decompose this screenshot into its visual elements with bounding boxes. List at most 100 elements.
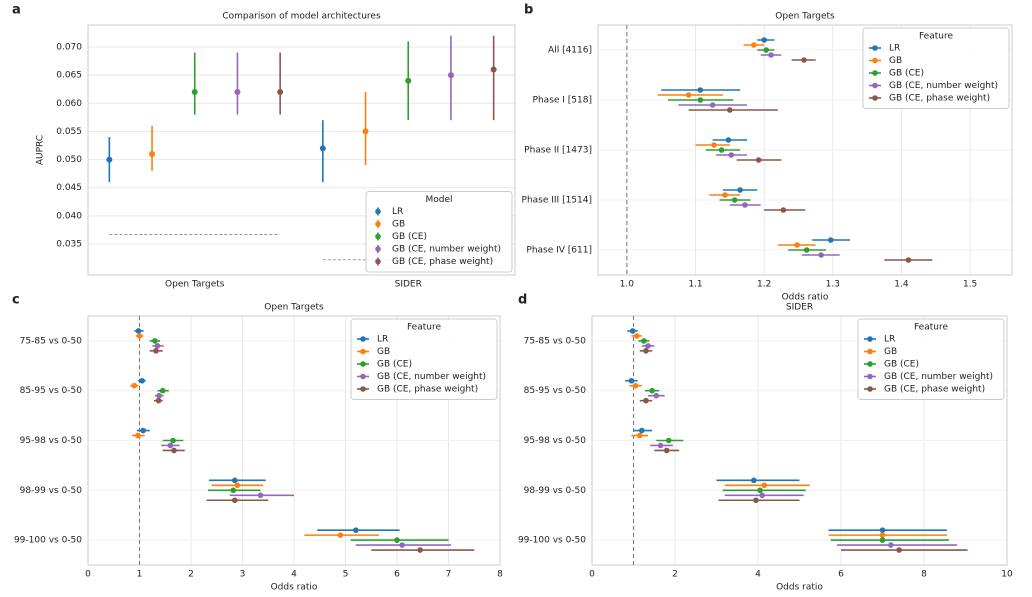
point xyxy=(697,87,704,93)
point xyxy=(634,333,640,339)
legend-title: Feature xyxy=(407,323,441,333)
point xyxy=(234,482,241,489)
x-tick-label: 1.3 xyxy=(826,280,840,290)
x-axis-label: Odds ratio xyxy=(271,583,318,593)
point xyxy=(399,542,405,548)
y-tick-label: 85-95 vs 0-50 xyxy=(524,386,587,396)
legend-label: LR xyxy=(392,207,403,217)
panel-letter: d xyxy=(518,293,527,308)
y-tick-label: 95-98 vs 0-50 xyxy=(524,436,587,446)
y-tick-label: All [4116] xyxy=(548,46,592,56)
point xyxy=(879,532,886,538)
legend-marker xyxy=(867,361,873,367)
point xyxy=(159,387,166,394)
point xyxy=(170,437,176,444)
panel-letter: b xyxy=(524,3,533,18)
legend-marker xyxy=(872,70,878,76)
legend-marker xyxy=(872,57,878,64)
y-tick-label: 0.040 xyxy=(56,211,82,221)
legend-box xyxy=(862,27,1010,109)
point xyxy=(768,52,774,58)
point xyxy=(728,152,734,158)
legend-label: GB xyxy=(884,347,897,357)
y-tick-label: 0.050 xyxy=(56,155,82,165)
point xyxy=(685,92,692,98)
legend: Feature LR GB GB (CE) GB (CE, number weight)… xyxy=(857,318,1005,400)
legend-label: GB (CE) xyxy=(377,360,412,370)
point xyxy=(643,397,649,404)
legend-label: GB xyxy=(392,220,405,230)
point xyxy=(277,89,284,96)
legend-label: GB (CE, number weight) xyxy=(377,372,486,382)
y-tick-label: Phase I [518] xyxy=(533,96,592,106)
x-tick-label: 1.0 xyxy=(620,280,635,290)
point xyxy=(888,542,894,548)
x-axis-label: Odds ratio xyxy=(776,583,823,593)
y-tick-label: Phase III [1514] xyxy=(522,196,592,206)
point xyxy=(139,377,145,384)
point xyxy=(154,343,161,349)
point xyxy=(722,192,728,198)
legend-marker xyxy=(872,45,878,51)
y-tick-label: 99-100 vs 0-50 xyxy=(14,536,82,546)
x-tick-label: 1.5 xyxy=(963,280,977,290)
legend-label: GB (CE, number weight) xyxy=(392,245,501,255)
point xyxy=(697,97,704,103)
x-tick-label: 10 xyxy=(1001,570,1013,580)
chart-title: Comparison of model architectures xyxy=(222,12,381,22)
point xyxy=(657,442,664,449)
legend-label: GB (CE) xyxy=(884,360,919,370)
legend-marker xyxy=(867,336,873,342)
point xyxy=(394,537,400,543)
chart-title: Open Targets xyxy=(775,12,835,22)
y-tick-label: 0.055 xyxy=(56,127,82,137)
point xyxy=(757,487,763,494)
y-tick-label: 99-100 vs 0-50 xyxy=(518,536,586,546)
legend-marker xyxy=(360,336,366,342)
point xyxy=(153,348,159,354)
legend: Model LR GB GB (CE) GB (CE, number weight) GB… xyxy=(365,191,513,273)
x-tick-label: 1.1 xyxy=(688,280,702,290)
point xyxy=(751,42,757,48)
point xyxy=(803,247,810,253)
x-tick-label: 8 xyxy=(497,570,503,580)
point xyxy=(753,497,759,504)
point xyxy=(319,145,326,152)
point xyxy=(649,387,655,394)
point xyxy=(191,89,198,96)
point xyxy=(879,527,886,533)
chart-title: Open Targets xyxy=(264,303,324,313)
point xyxy=(447,72,454,79)
chart-title: SIDER xyxy=(786,303,813,313)
point xyxy=(405,77,412,84)
legend-marker xyxy=(360,361,366,367)
legend-marker xyxy=(360,373,366,380)
legend-label: GB (CE, phase weight) xyxy=(884,385,985,395)
point xyxy=(737,187,743,193)
point xyxy=(653,392,660,399)
point xyxy=(709,102,716,108)
y-axis-label: AUPRC xyxy=(36,135,46,165)
point xyxy=(751,477,757,484)
point xyxy=(639,427,645,434)
point xyxy=(905,257,912,263)
y-tick-label: 98-99 vs 0-50 xyxy=(524,486,587,496)
point xyxy=(135,432,141,439)
legend-label: GB (CE) xyxy=(392,232,427,242)
legend-marker xyxy=(375,258,381,265)
point xyxy=(106,156,113,163)
point xyxy=(663,447,670,454)
legend-label: GB (CE, phase weight) xyxy=(392,257,493,267)
point xyxy=(231,497,238,504)
legend-marker xyxy=(375,221,381,227)
legend-box xyxy=(350,318,498,400)
x-tick-label: 1.4 xyxy=(894,280,909,290)
legend-marker xyxy=(867,348,873,355)
point xyxy=(711,142,717,148)
x-axis-label: Odds ratio xyxy=(782,293,829,303)
point xyxy=(362,128,369,135)
legend-label: LR xyxy=(884,335,895,345)
legend-marker xyxy=(375,208,381,215)
x-tick-label: 6 xyxy=(394,570,400,580)
